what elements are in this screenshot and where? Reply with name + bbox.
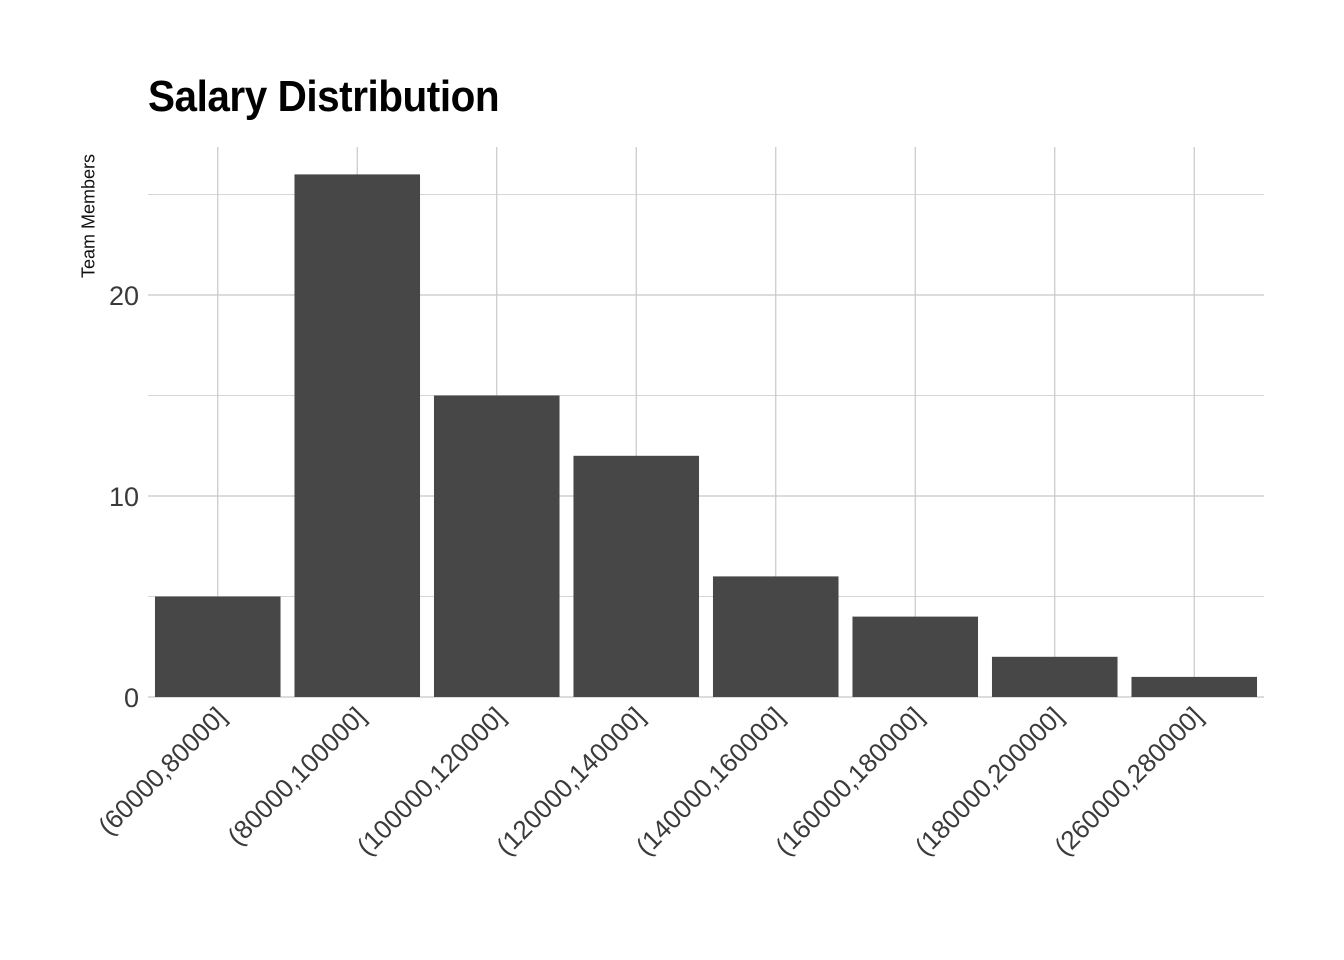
- bar: [852, 616, 979, 697]
- y-tick-labels: 0 10 20: [109, 281, 139, 713]
- bars: [154, 174, 1258, 697]
- bar: [1131, 676, 1258, 697]
- y-tick-label: 0: [124, 683, 139, 713]
- bar: [294, 174, 421, 697]
- y-tick-label: 10: [109, 482, 139, 512]
- bar: [433, 395, 560, 697]
- y-tick-label: 20: [109, 281, 139, 311]
- bar: [712, 576, 839, 697]
- x-tick-label: (100000,120000]: [351, 701, 511, 861]
- x-tick-labels: (60000,80000](80000,100000](100000,12000…: [92, 701, 1208, 861]
- chart-title: Salary Distribution: [148, 72, 500, 121]
- x-tick-label: (140000,160000]: [630, 701, 790, 861]
- x-tick-label: (80000,100000]: [221, 701, 371, 851]
- bar: [991, 656, 1118, 697]
- x-tick-label: (120000,140000]: [490, 701, 650, 861]
- x-tick-label: (180000,200000]: [909, 701, 1069, 861]
- bar: [154, 596, 281, 697]
- x-tick-label: (60000,80000]: [92, 701, 232, 841]
- x-tick-label: (160000,180000]: [769, 701, 929, 861]
- x-tick-label: (260000,280000]: [1048, 701, 1208, 861]
- bar: [573, 455, 700, 697]
